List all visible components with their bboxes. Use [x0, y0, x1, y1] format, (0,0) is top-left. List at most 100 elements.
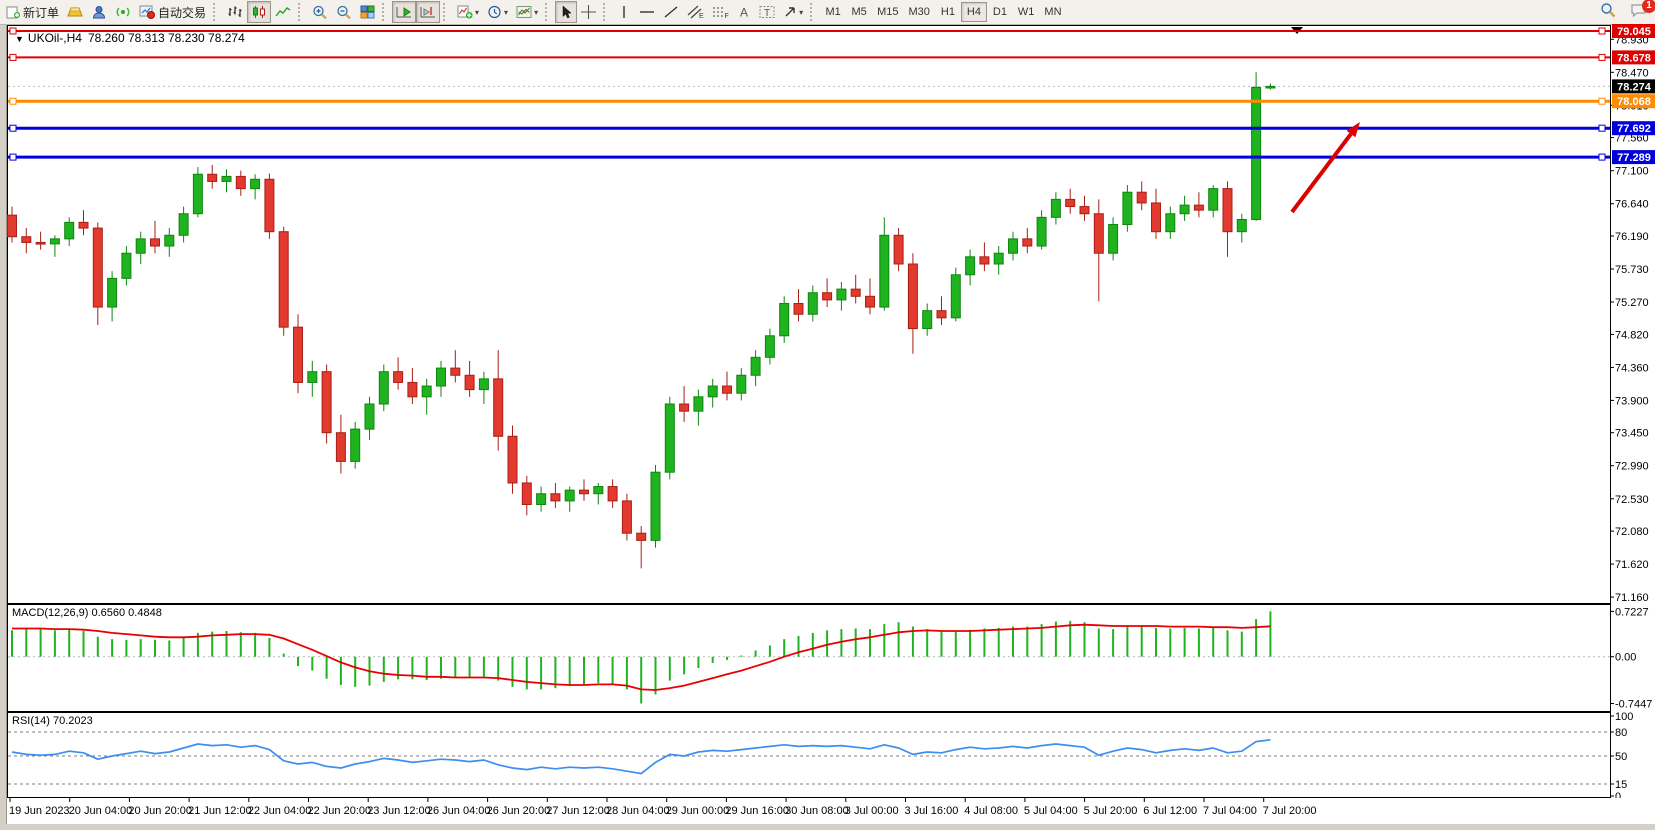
bar-chart-icon — [228, 6, 242, 17]
svg-text:74.360: 74.360 — [1615, 362, 1649, 374]
market-button[interactable] — [63, 1, 87, 23]
caret-down-icon: ▾ — [475, 7, 480, 17]
time-label: 28 Jun 04:00 — [606, 805, 670, 817]
price-chart-canvas[interactable]: 78.93078.47078.01077.56077.10076.64076.1… — [7, 24, 1655, 604]
cursor-tool-button[interactable] — [555, 1, 578, 23]
time-label: 19 Jun 2023 — [9, 805, 70, 817]
timeframe-d1-button[interactable]: D1 — [987, 2, 1013, 22]
equidistant-channel-tool-button[interactable]: E — [683, 1, 708, 23]
time-label: 7 Jul 20:00 — [1263, 805, 1317, 817]
signals-button[interactable] — [111, 1, 135, 23]
channel-icon: E — [687, 5, 704, 19]
arrows-tool-button[interactable]: ▾ — [779, 1, 807, 23]
svg-text:75.730: 75.730 — [1615, 264, 1649, 276]
timeframe-w1-button[interactable]: W1 — [1013, 2, 1040, 22]
timeframe-m5-button[interactable]: M5 — [846, 2, 872, 22]
timeframe-mn-button[interactable]: MN — [1039, 2, 1066, 22]
price-chart-panel[interactable]: ▼ UKOil-,H4 78.260 78.313 78.230 78.274 78… — [7, 24, 1655, 604]
current-price-badge: 78.274 — [1617, 81, 1652, 93]
rsi-panel[interactable]: RSI(14) 70.2023 100 80 50 15 0 — [7, 711, 1655, 803]
clock-icon — [488, 5, 501, 19]
time-label: 23 Jun 12:00 — [367, 805, 431, 817]
candles-layer — [7, 72, 1276, 569]
search-button[interactable] — [1600, 2, 1616, 23]
time-label: 3 Jul 00:00 — [845, 805, 899, 817]
toolbar-grip — [382, 3, 389, 21]
annotation-arrow[interactable] — [1290, 132, 1353, 214]
crosshair-tool-button[interactable] — [577, 1, 600, 23]
toolbar-right: 1 — [1600, 0, 1655, 25]
chat-button[interactable]: 1 — [1630, 0, 1655, 23]
svg-text:-0.7447: -0.7447 — [1615, 699, 1652, 711]
auto-trading-button[interactable]: 自动交易 — [135, 1, 210, 23]
macd-canvas[interactable]: 0.7227 0.00 -0.7447 — [7, 604, 1655, 712]
svg-text:15: 15 — [1615, 779, 1627, 791]
svg-text:71.620: 71.620 — [1615, 559, 1649, 571]
hline-price-badge: 78.678 — [1617, 52, 1651, 64]
chart-collapse-icon[interactable]: ▼ — [15, 34, 24, 44]
chart-ohlc-values: 78.260 78.313 78.230 78.274 — [87, 31, 245, 45]
time-label: 20 Jun 20:00 — [128, 805, 192, 817]
window-left-gutter — [0, 25, 7, 824]
template-chart-icon — [516, 6, 532, 18]
gold-bar-icon — [67, 7, 83, 17]
new-order-icon — [6, 6, 20, 19]
time-label: 26 Jun 04:00 — [427, 805, 491, 817]
svg-text:72.530: 72.530 — [1615, 494, 1649, 506]
chart-shift-button[interactable] — [416, 1, 441, 23]
community-button[interactable] — [87, 1, 111, 23]
fibonacci-tool-button[interactable]: F — [708, 1, 733, 23]
timeframe-h1-button[interactable]: H1 — [935, 2, 961, 22]
svg-text:76.190: 76.190 — [1615, 231, 1649, 243]
text-tool-button[interactable]: A — [733, 1, 755, 23]
toolbar: 新订单 自动交易 — [0, 0, 1655, 25]
text-label-tool-button[interactable]: T — [755, 1, 779, 23]
time-label: 5 Jul 04:00 — [1024, 805, 1078, 817]
text-label-icon: T — [759, 6, 775, 19]
time-axis[interactable]: 19 Jun 2023 20 Jun 04:00 20 Jun 20:00 21 Ju… — [7, 798, 1655, 824]
indicators-button[interactable]: ▾ — [453, 1, 483, 23]
zoom-in-icon — [313, 5, 327, 19]
zoom-out-icon — [337, 5, 351, 19]
crosshair-icon — [581, 5, 597, 19]
zoom-out-button[interactable] — [332, 1, 356, 23]
candlestick-chart-icon — [253, 6, 266, 18]
caret-down-icon: ▾ — [534, 7, 539, 17]
vertical-line-tool-button[interactable] — [613, 1, 635, 23]
hline-price-badge: 77.289 — [1617, 152, 1651, 164]
toolbar-grip — [213, 3, 220, 21]
macd-panel[interactable]: MACD(12,26,9) 0.6560 0.4848 0.7227 0.00 -0… — [7, 604, 1655, 712]
timeframe-m1-button[interactable]: M1 — [820, 2, 846, 22]
templates-button[interactable]: ▾ — [512, 1, 542, 23]
auto-scroll-button[interactable] — [392, 1, 417, 23]
svg-text:74.820: 74.820 — [1615, 329, 1649, 341]
hline-price-badge: 78.068 — [1617, 96, 1651, 108]
line-chart-button[interactable] — [271, 1, 295, 23]
signals-icon — [116, 7, 130, 17]
zoom-in-button[interactable] — [308, 1, 332, 23]
time-label: 29 Jun 00:00 — [666, 805, 730, 817]
svg-text:80: 80 — [1615, 727, 1627, 739]
tile-windows-button[interactable] — [356, 1, 379, 23]
auto-trading-icon — [139, 5, 156, 19]
time-label: 27 Jun 12:00 — [546, 805, 610, 817]
bar-chart-button[interactable] — [223, 1, 247, 23]
horizontal-line-icon — [640, 11, 655, 13]
periods-button[interactable]: ▾ — [483, 1, 512, 23]
timeframe-m15-button[interactable]: M15 — [872, 2, 903, 22]
new-order-button[interactable]: 新订单 — [2, 1, 63, 23]
timeframe-h4-button[interactable]: H4 — [960, 2, 987, 22]
rsi-canvas[interactable]: 100 80 50 150 — [7, 711, 1655, 812]
trendline-tool-button[interactable] — [659, 1, 683, 23]
chart-symbol-period: UKOil-,H4 — [27, 31, 82, 45]
window-bottom-edge — [0, 824, 1655, 830]
horizontal-line-tool-button[interactable] — [635, 1, 659, 23]
toolbar-grip — [298, 3, 305, 21]
arrows-icon — [785, 7, 795, 17]
svg-text:F: F — [725, 13, 729, 19]
timeframe-m30-button[interactable]: M30 — [904, 2, 935, 22]
svg-text:71.160: 71.160 — [1615, 592, 1649, 604]
candlestick-chart-button[interactable] — [247, 1, 272, 23]
community-person-icon — [93, 6, 106, 19]
